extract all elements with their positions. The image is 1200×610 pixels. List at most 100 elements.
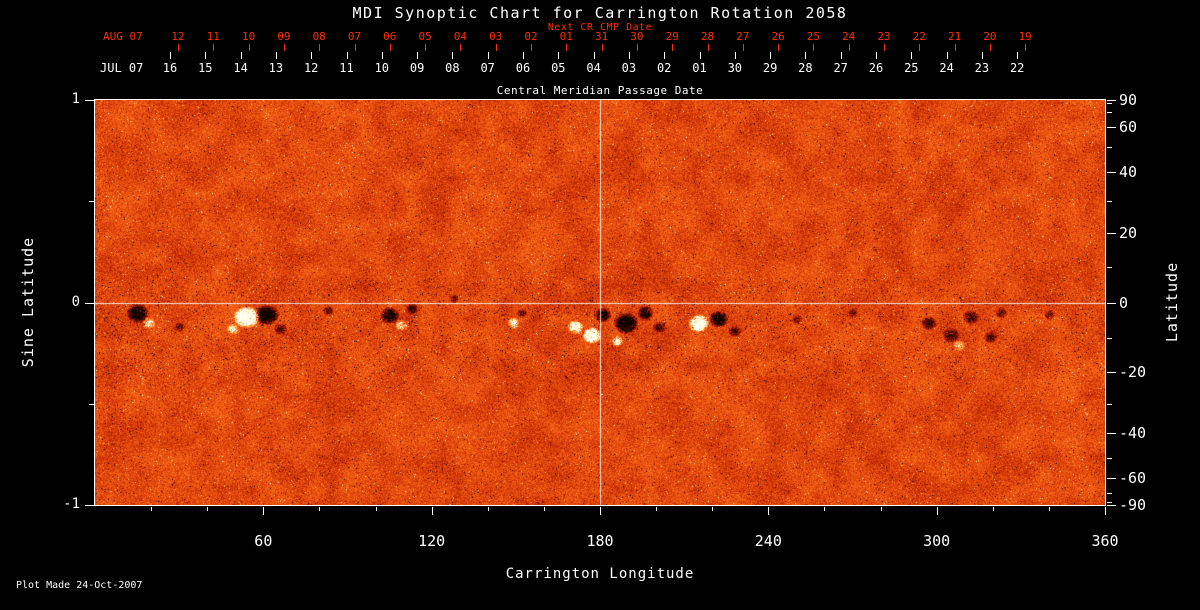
plot-made-label: Plot Made 24-Oct-2007: [16, 580, 143, 591]
lat-axis-tick: [1107, 127, 1116, 129]
cmp-tick-aug: [601, 44, 603, 51]
cmp-tick-aug: [848, 44, 850, 51]
cmp-date-jul: 23: [974, 61, 990, 75]
lat-axis-tick-label: -90: [1119, 496, 1147, 514]
cmp-tick-jul: [699, 52, 701, 59]
cmp-date-aug: 28: [700, 30, 715, 43]
cmp-tick-aug: [707, 44, 709, 51]
y-axis-tick: [85, 302, 94, 304]
lat-axis-tick-label: 0: [1119, 293, 1129, 312]
lat-axis-minor-tick: [1107, 492, 1112, 494]
cmp-tick-jul: [311, 52, 313, 59]
cmp-tick-aug: [636, 44, 638, 51]
cmp-date-jul: 12: [303, 61, 319, 75]
cmp-date-aug: 05: [418, 30, 432, 43]
cmp-date-jul: 06: [515, 61, 531, 75]
lat-axis-minor-tick: [1107, 337, 1112, 339]
x-axis-tick-label: 180: [586, 532, 614, 550]
cmp-date-jul: 11: [339, 61, 354, 75]
cmp-tick-aug: [566, 44, 568, 51]
cmp-date-jul: 15: [198, 61, 213, 75]
x-axis-tick: [936, 507, 938, 515]
cmp-tick-aug: [213, 44, 215, 51]
cmp-date-aug: 24: [842, 30, 856, 43]
cmp-tick-aug: [319, 44, 321, 51]
cmp-tick-aug: [1025, 44, 1027, 51]
cmp-date-jul: 04: [586, 61, 601, 75]
lat-axis-tick-label: -20: [1119, 362, 1147, 381]
cmp-tick-aug: [178, 44, 179, 51]
magnetogram-canvas: [95, 100, 1105, 505]
cmp-tick-jul: [628, 52, 630, 59]
cmp-tick-aug: [531, 44, 532, 51]
lat-axis-tick-label: 20: [1119, 224, 1138, 243]
cmp-tick-jul: [911, 52, 913, 59]
cmp-tick-jul: [558, 52, 560, 59]
cmp-tick-jul: [840, 52, 842, 59]
cmp-tick-jul: [381, 52, 383, 59]
cmp-tick-jul: [946, 52, 948, 59]
lat-axis-tick-label: 60: [1119, 118, 1138, 137]
cmp-date-jul: 16: [162, 61, 178, 75]
x-axis-tick: [600, 507, 601, 515]
lat-axis-tick: [1107, 432, 1116, 434]
lat-axis-minor-tick: [1107, 112, 1112, 114]
cmp-date-aug: 09: [277, 30, 291, 43]
y-axis-tick-label: 1: [71, 91, 80, 107]
lat-axis-tick-label: -40: [1119, 423, 1147, 442]
lat-axis-minor-tick: [1107, 201, 1112, 203]
cmp-date-aug: 30: [630, 30, 644, 43]
cmp-date-aug: 20: [983, 30, 997, 43]
lat-axis-tick: [1107, 477, 1116, 479]
jul-month-label: JUL 07: [100, 61, 144, 75]
right-axis-title: Latitude: [1163, 261, 1181, 343]
x-axis-tick: [151, 507, 153, 511]
x-axis-tick: [375, 507, 377, 511]
x-axis-tick: [1048, 507, 1050, 511]
cmp-tick-aug: [742, 44, 744, 51]
cmp-tick-aug: [283, 44, 285, 51]
x-axis-tick: [487, 507, 489, 511]
cmp-date-jul: 26: [868, 61, 884, 75]
cmp-date-aug: 08: [312, 30, 326, 43]
x-axis-tick: [880, 507, 882, 511]
lat-axis-minor-tick: [1107, 103, 1112, 105]
cmp-tick-jul: [981, 52, 983, 59]
x-axis-tick: [543, 507, 545, 511]
cmp-tick-jul: [664, 52, 666, 59]
cmp-date-jul: 27: [833, 61, 848, 75]
cmp-tick-jul: [487, 52, 489, 59]
x-axis-tick-label: 120: [418, 532, 446, 550]
cmp-tick-aug: [248, 44, 250, 51]
lat-axis-minor-tick: [1107, 403, 1112, 405]
lat-axis-tick-label: -60: [1119, 468, 1147, 487]
cmp-tick-jul: [346, 52, 348, 59]
lat-axis-minor-tick: [1107, 457, 1112, 459]
cmp-date-aug: 31: [594, 30, 609, 43]
cmp-tick-aug: [813, 44, 815, 51]
cmp-date-aug: 02: [524, 30, 538, 43]
x-axis-tick-label: 300: [923, 532, 951, 550]
cmp-tick-aug: [672, 44, 674, 51]
cmp-date-aug: 22: [912, 30, 926, 43]
cmp-tick-jul: [734, 52, 736, 59]
x-axis-tick: [712, 507, 714, 511]
cmp-date-aug: 12: [171, 30, 185, 43]
lat-axis-tick-label: 90: [1119, 91, 1138, 109]
cmp-tick-jul: [205, 52, 207, 59]
lat-axis-tick: [1107, 505, 1116, 506]
cmp-date-jul: 10: [374, 61, 390, 75]
cmp-date-aug: 21: [947, 30, 962, 43]
cmp-date-aug: 19: [1018, 30, 1032, 43]
y-axis-tick: [85, 100, 94, 101]
cmp-date-jul: 30: [727, 61, 743, 75]
x-axis-tick-label: 360: [1091, 532, 1119, 550]
cmp-date-jul: 29: [762, 61, 778, 75]
cmp-tick-aug: [460, 44, 462, 51]
bottom-axis-title: Carrington Longitude: [505, 566, 695, 582]
cmp-tick-jul: [876, 52, 877, 59]
x-axis-tick: [263, 507, 265, 515]
cmp-tick-jul: [523, 52, 524, 59]
x-axis-tick: [656, 507, 658, 511]
y-axis-tick: [85, 505, 94, 506]
